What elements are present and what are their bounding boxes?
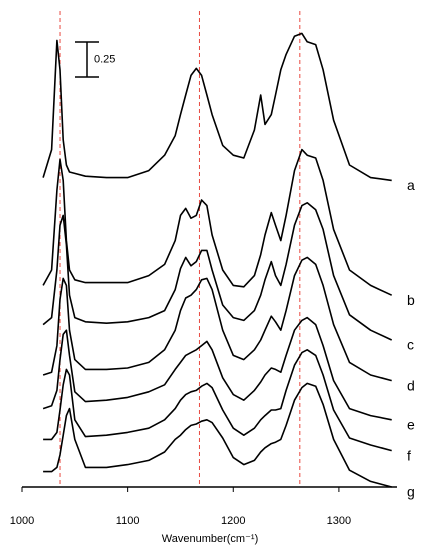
series-label: f	[407, 447, 411, 463]
spectrum-line	[42, 256, 392, 382]
spectrum-line	[43, 382, 392, 488]
series-label: e	[407, 417, 415, 433]
x-tick-label: 1100	[116, 515, 140, 527]
x-tick-label: 1300	[327, 515, 351, 527]
series-label: d	[407, 377, 415, 393]
series-label: g	[407, 484, 415, 500]
series-label: a	[407, 177, 415, 193]
x-tick-label: 1200	[221, 515, 245, 527]
spectrum-line	[42, 148, 393, 296]
spectrum-line	[43, 349, 392, 452]
spectrum-line	[42, 32, 392, 182]
x-tick-label: 1000	[10, 515, 34, 527]
spectrum-line	[42, 202, 393, 341]
spectrum-line	[42, 316, 392, 421]
series-label: b	[407, 292, 415, 308]
series-label: c	[407, 337, 414, 353]
x-axis-label: Wavenumber(cm⁻¹)	[162, 533, 258, 545]
scale-bar-label: 0.25	[94, 53, 115, 65]
